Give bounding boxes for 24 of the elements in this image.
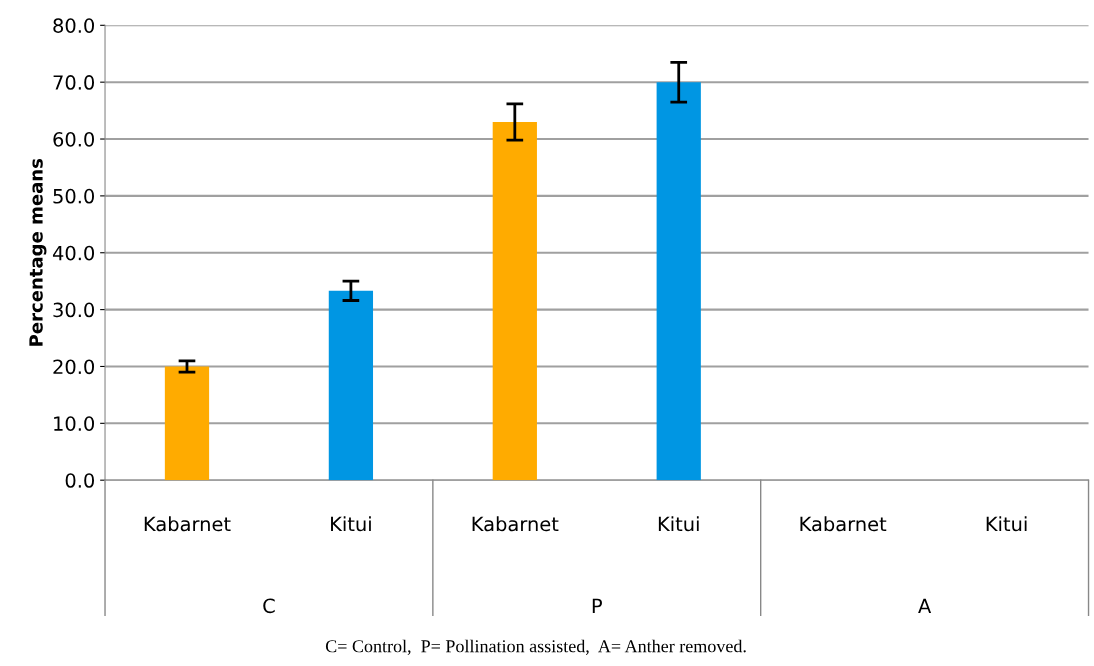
text: P <box>592 598 602 613</box>
text: C= Control, P= Pollination assisted, A= Anther removed. <box>325 639 746 655</box>
y-axis-title: Percentage means <box>29 158 47 346</box>
y-tick-label: 80.0 <box>53 18 95 33</box>
text: A <box>918 598 932 613</box>
x-tick-label: Kitui <box>331 516 371 532</box>
x-tick-label: Kabarnet <box>800 516 887 532</box>
y-tick-label: 60.0 <box>53 131 95 147</box>
bar <box>164 366 210 481</box>
text: C <box>263 598 275 614</box>
y-tick-label: 20.0 <box>53 359 95 375</box>
x-tick-label: Kitui <box>658 516 699 532</box>
bar <box>656 82 701 481</box>
y-tick-label: 40.0 <box>52 245 95 261</box>
y-tick-label: 50.0 <box>53 188 95 204</box>
y-tick-label: 10.0 <box>54 416 95 431</box>
x-tick-label: Kabarnet <box>144 516 231 532</box>
y-tick-label: 30.0 <box>53 302 95 318</box>
bar <box>328 290 374 481</box>
x-tick-label: Kabarnet <box>472 516 559 532</box>
x-tick-label: Kitui <box>986 516 1027 532</box>
bar <box>492 121 537 481</box>
y-tick-label: 70.0 <box>53 75 95 90</box>
y-tick-label: 0.0 <box>65 473 95 488</box>
